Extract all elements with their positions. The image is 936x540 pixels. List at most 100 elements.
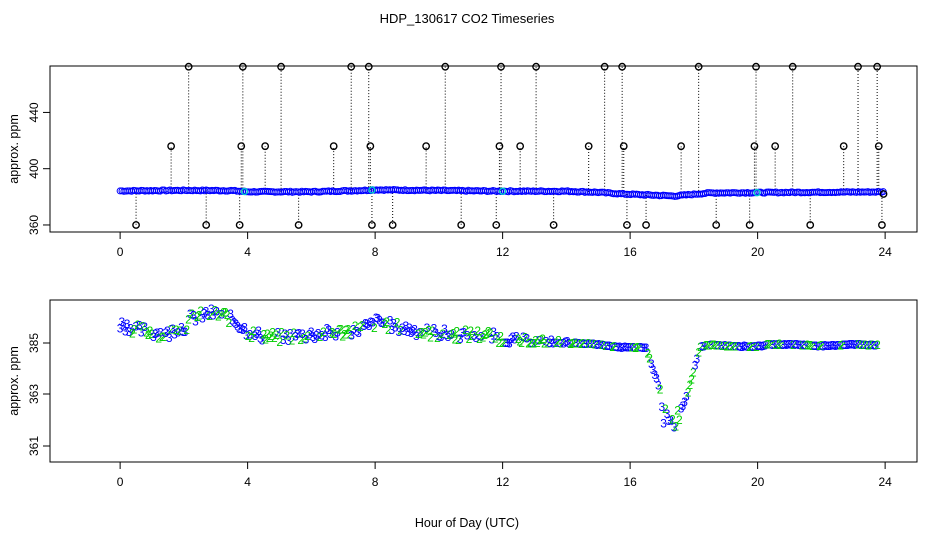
labeled-point-3: 3 xyxy=(615,340,622,354)
outlier-point xyxy=(694,62,703,71)
labeled-point-3: 3 xyxy=(774,338,781,352)
labeled-point-3: 3 xyxy=(597,338,604,352)
labeled-point-2: 2 xyxy=(804,338,811,352)
labeled-point-3: 3 xyxy=(732,339,739,353)
labeled-point-2: 2 xyxy=(155,332,162,346)
labeled-point-3: 3 xyxy=(760,339,767,353)
panel-smoothed-y-axis: 361 363 385 xyxy=(27,333,50,456)
labeled-point-2: 2 xyxy=(808,339,815,353)
labeled-point-2: 2 xyxy=(492,331,499,345)
outlier-point xyxy=(549,221,558,229)
labeled-point-3: 3 xyxy=(362,317,369,331)
labeled-point-3: 3 xyxy=(306,328,313,342)
labeled-point-2: 2 xyxy=(704,339,711,353)
labeled-point-2: 2 xyxy=(709,338,716,352)
x-axis-label: Hour of Day (UTC) xyxy=(415,516,519,530)
outlier-point xyxy=(457,221,466,229)
flag-point xyxy=(240,187,249,196)
labeled-point-3: 3 xyxy=(296,326,303,340)
labeled-point-3: 3 xyxy=(154,326,161,340)
labeled-point-3: 3 xyxy=(234,320,241,334)
x-tick-label: 4 xyxy=(244,475,251,489)
panel-smoothed-x-axis: 0 4 8 12 16 20 24 xyxy=(117,462,892,489)
labeled-point-3: 3 xyxy=(231,315,238,329)
outlier-point xyxy=(618,62,627,71)
labeled-point-3: 3 xyxy=(396,325,403,339)
labeled-point-3: 3 xyxy=(655,379,662,393)
labeled-point-3: 3 xyxy=(590,337,597,351)
labeled-point-2: 2 xyxy=(129,327,136,341)
labeled-point-3: 3 xyxy=(236,322,243,336)
outlier-point xyxy=(184,62,193,71)
labeled-point-2: 2 xyxy=(495,336,502,350)
labeled-point-3: 3 xyxy=(332,329,339,343)
labeled-point-3: 3 xyxy=(136,318,143,332)
labeled-point-2: 2 xyxy=(357,320,364,334)
labeled-point-2: 2 xyxy=(706,338,713,352)
labeled-point-3: 3 xyxy=(471,328,478,342)
labeled-point-2: 2 xyxy=(776,337,783,351)
labeled-point-3: 3 xyxy=(755,339,762,353)
labeled-point-3: 3 xyxy=(315,326,322,340)
labeled-point-3: 3 xyxy=(536,334,543,348)
labeled-point-3: 3 xyxy=(625,341,632,355)
co2-point xyxy=(879,190,888,198)
labeled-point-3: 3 xyxy=(622,340,629,354)
labeled-point-3: 3 xyxy=(280,333,287,347)
labeled-point-2: 2 xyxy=(225,316,232,330)
labeled-point-3: 3 xyxy=(464,329,471,343)
labeled-point-2: 2 xyxy=(748,340,755,354)
labeled-point-3: 3 xyxy=(432,326,439,340)
outlier-point xyxy=(441,62,450,71)
labeled-point-3: 3 xyxy=(737,340,744,354)
labeled-point-2: 2 xyxy=(359,318,366,332)
labeled-point-3: 3 xyxy=(680,399,687,413)
x-tick-label: 12 xyxy=(496,245,510,259)
labeled-point-2: 2 xyxy=(599,338,606,352)
x-tick-label: 0 xyxy=(117,475,124,489)
outlier-point xyxy=(422,142,431,151)
labeled-point-3: 3 xyxy=(318,329,325,343)
labeled-point-3: 3 xyxy=(739,340,746,354)
labeled-point-2: 2 xyxy=(215,309,222,323)
labeled-point-2: 2 xyxy=(515,332,522,346)
labeled-point-2: 2 xyxy=(462,323,469,337)
outlier-point xyxy=(600,62,609,71)
panel-raw-ylabel: approx. ppm xyxy=(7,114,21,183)
labeled-point-3: 3 xyxy=(623,341,630,355)
outlier-point xyxy=(788,62,797,71)
labeled-point-2: 2 xyxy=(383,315,390,329)
labeled-point-2: 2 xyxy=(567,337,574,351)
labeled-point-3: 3 xyxy=(637,341,644,355)
labeled-point-2: 2 xyxy=(297,333,304,347)
labeled-point-3: 3 xyxy=(325,323,332,337)
labeled-point-3: 3 xyxy=(648,357,655,371)
labeled-point-3: 3 xyxy=(190,309,197,323)
x-tick-label: 8 xyxy=(372,475,379,489)
panel-smoothed-ylabel: approx. ppm xyxy=(7,346,21,415)
labeled-point-3: 3 xyxy=(681,395,688,409)
labeled-point-3: 3 xyxy=(650,363,657,377)
labeled-point-2: 2 xyxy=(716,338,723,352)
labeled-point-2: 2 xyxy=(711,338,718,352)
labeled-point-2: 2 xyxy=(837,338,844,352)
labeled-point-2: 2 xyxy=(855,337,862,351)
labeled-point-3: 3 xyxy=(513,329,520,343)
outlier-point xyxy=(677,142,686,151)
labeled-point-3: 3 xyxy=(259,333,266,347)
labeled-point-2: 2 xyxy=(446,328,453,342)
labeled-point-3: 3 xyxy=(843,338,850,352)
labeled-point-3: 3 xyxy=(857,337,864,351)
labeled-point-3: 3 xyxy=(616,340,623,354)
labeled-point-3: 3 xyxy=(508,332,515,346)
labeled-point-3: 3 xyxy=(141,320,148,334)
labeled-point-2: 2 xyxy=(697,340,704,354)
labeled-point-3: 3 xyxy=(294,327,301,341)
labeled-point-2: 2 xyxy=(147,324,154,338)
labeled-point-2: 2 xyxy=(134,318,141,332)
labeled-point-2: 2 xyxy=(331,327,338,341)
labeled-point-3: 3 xyxy=(122,324,129,338)
y-tick-label: 361 xyxy=(27,436,41,456)
labeled-point-2: 2 xyxy=(525,336,532,350)
labeled-point-3: 3 xyxy=(376,314,383,328)
